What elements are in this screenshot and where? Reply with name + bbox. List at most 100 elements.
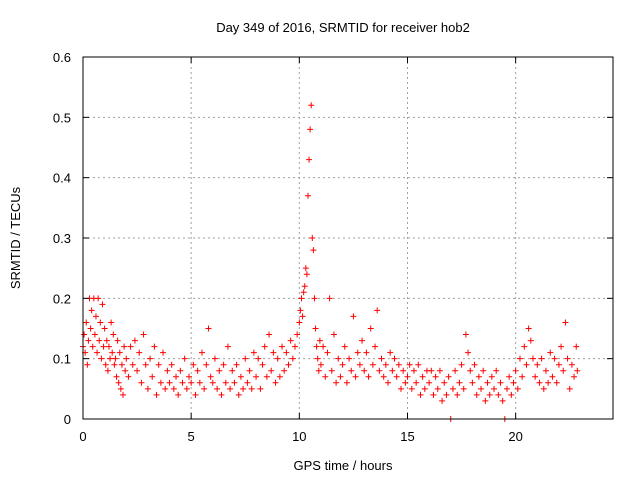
data-point — [179, 379, 186, 386]
data-point — [532, 373, 539, 380]
y-tick-label: 0.1 — [53, 352, 71, 367]
data-point — [250, 349, 257, 356]
data-point — [103, 337, 110, 344]
data-point — [87, 325, 94, 332]
data-point — [299, 313, 306, 320]
data-point — [281, 367, 288, 374]
data-point — [294, 331, 301, 338]
data-point — [398, 385, 404, 392]
data-point — [346, 355, 353, 362]
data-point — [120, 391, 127, 398]
data-point — [328, 367, 335, 374]
data-point — [471, 361, 478, 368]
data-point — [315, 367, 322, 374]
data-point — [164, 367, 171, 374]
data-point — [157, 379, 164, 386]
data-point — [378, 355, 385, 362]
data-point — [545, 379, 552, 386]
data-point — [242, 355, 249, 362]
data-point — [117, 385, 124, 392]
data-point — [389, 367, 396, 374]
data-point — [408, 385, 415, 392]
data-point — [369, 361, 376, 368]
data-point — [298, 295, 305, 302]
data-point — [214, 385, 221, 392]
data-point — [98, 355, 105, 362]
data-point — [317, 361, 324, 368]
data-point — [473, 391, 480, 398]
data-point — [142, 361, 149, 368]
data-point — [113, 373, 120, 380]
data-point — [456, 379, 463, 386]
data-point — [361, 367, 368, 374]
data-point — [266, 331, 273, 338]
data-point — [521, 343, 528, 350]
data-point — [555, 361, 562, 368]
data-point — [512, 367, 519, 374]
data-point — [352, 373, 359, 380]
data-point — [335, 355, 342, 362]
data-point — [449, 385, 456, 392]
data-point — [486, 391, 493, 398]
data-point — [97, 319, 104, 326]
data-point — [311, 295, 318, 302]
data-point — [244, 379, 251, 386]
grid-lines — [83, 57, 613, 419]
y-tick-label: 0.3 — [53, 231, 71, 246]
data-point — [343, 379, 350, 386]
data-point — [81, 331, 88, 338]
data-point — [324, 349, 331, 356]
data-point — [404, 373, 411, 380]
data-point — [149, 373, 156, 380]
data-point — [296, 319, 303, 326]
data-point — [417, 391, 424, 398]
y-tick-label: 0.4 — [53, 171, 71, 186]
data-point — [229, 367, 236, 374]
data-point — [310, 247, 317, 254]
data-point — [211, 355, 218, 362]
data-point — [421, 385, 428, 392]
data-point — [467, 367, 474, 374]
data-point — [436, 367, 443, 374]
data-point — [308, 102, 315, 109]
data-point — [337, 373, 344, 380]
y-tick-label: 0.2 — [53, 291, 71, 306]
data-point — [276, 373, 283, 380]
data-point — [85, 337, 92, 344]
data-point — [129, 361, 136, 368]
x-tick-label: 0 — [79, 429, 86, 444]
data-point — [122, 367, 129, 374]
data-point — [516, 355, 523, 362]
data-point — [301, 283, 308, 290]
data-point — [307, 126, 314, 133]
data-point — [348, 367, 355, 374]
data-point — [551, 355, 558, 362]
x-tick-label: 5 — [188, 429, 195, 444]
data-point — [400, 367, 407, 374]
data-point — [96, 337, 103, 344]
data-point — [458, 361, 465, 368]
data-point — [413, 379, 420, 386]
data-point — [529, 355, 536, 362]
data-point — [462, 331, 469, 338]
data-point — [88, 307, 95, 314]
data-point — [316, 337, 323, 344]
y-tick-label: 0.6 — [53, 50, 71, 65]
data-point — [372, 343, 379, 350]
data-point — [109, 349, 116, 356]
data-point — [566, 385, 573, 392]
data-point — [144, 385, 151, 392]
data-point — [538, 355, 545, 362]
data-point — [382, 361, 389, 368]
data-point — [365, 373, 372, 380]
x-tick-label: 15 — [400, 429, 414, 444]
data-point — [99, 301, 106, 308]
data-point — [326, 295, 333, 302]
data-point — [268, 367, 275, 374]
data-point — [259, 361, 266, 368]
data-point — [391, 355, 398, 362]
data-point — [303, 271, 310, 278]
data-point — [162, 385, 169, 392]
data-point — [188, 379, 195, 386]
data-point — [302, 265, 309, 272]
